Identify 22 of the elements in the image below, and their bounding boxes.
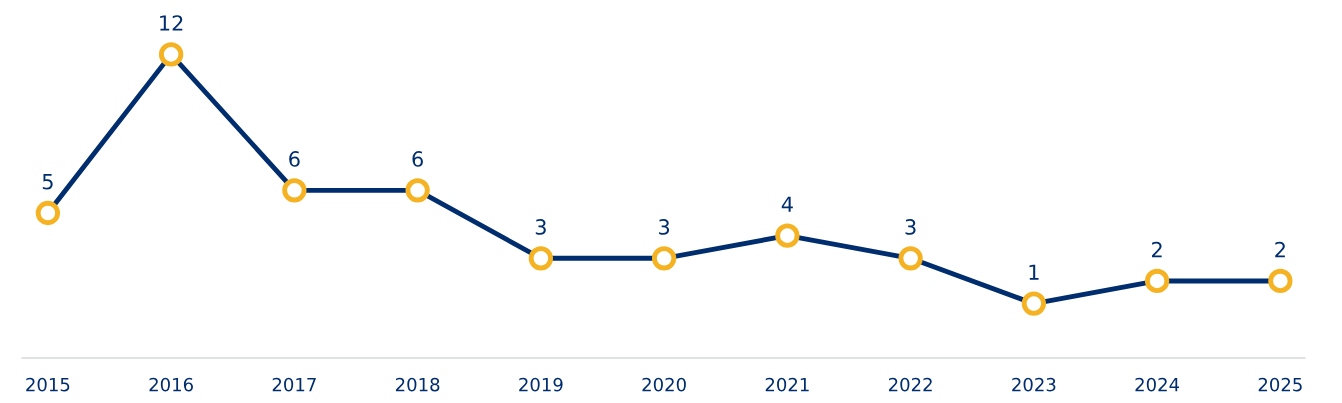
x-tick-label: 2020 [642, 377, 686, 392]
x-tick-label: 2015 [26, 377, 70, 392]
data-label: 3 [659, 219, 670, 235]
data-label: 3 [535, 219, 546, 235]
x-tick-label: 2023 [1012, 377, 1056, 392]
data-label: 6 [412, 151, 423, 167]
data-label: 3 [905, 219, 916, 235]
x-tick-label: 2025 [1258, 377, 1302, 392]
x-tick-label: 2019 [519, 377, 563, 392]
data-label: 5 [42, 174, 53, 190]
x-tick-label: 2021 [765, 377, 809, 392]
x-tick-label: 2017 [272, 377, 316, 392]
x-tick-label: 2018 [395, 377, 440, 392]
data-label: 4 [781, 196, 793, 212]
data-label: 2 [1275, 241, 1285, 258]
x-tick-label: 2024 [1135, 377, 1180, 392]
data-label: 12 [160, 15, 183, 31]
x-tick-label: 2022 [888, 377, 932, 392]
data-label: 2 [1152, 241, 1162, 258]
data-label: 6 [289, 151, 300, 167]
x-tick-label: 2016 [149, 377, 193, 392]
data-label: 1 [1029, 264, 1039, 280]
